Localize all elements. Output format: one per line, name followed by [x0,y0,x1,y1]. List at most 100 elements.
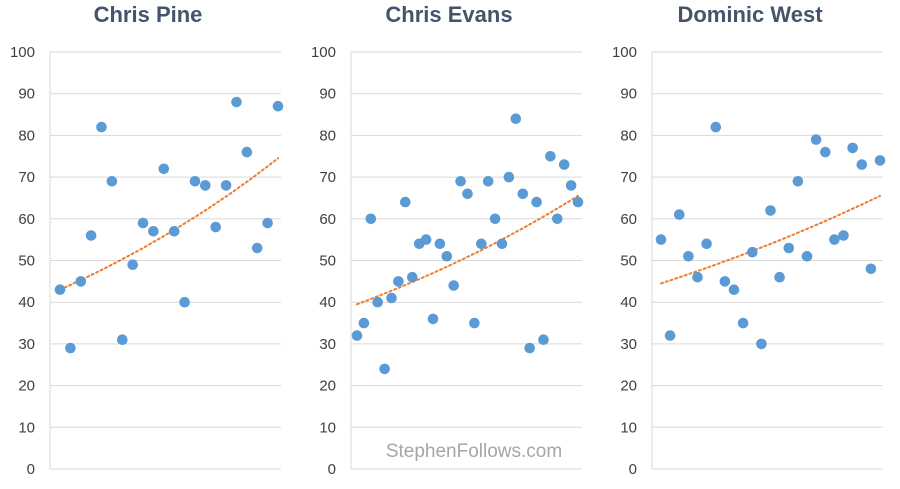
data-point [829,234,840,245]
y-tick-label: 20 [319,378,336,395]
data-point [179,296,190,308]
y-tick-label: 100 [311,44,336,61]
panel-chris-evans: Chris Evans 0 10 20 30 40 50 60 70 80 90 100 [311,2,584,478]
data-point [756,338,767,350]
y-tick-label: 40 [319,294,336,311]
y-tick-label: 90 [319,86,336,103]
trendline [59,157,279,291]
data-point [719,276,731,287]
data-point [379,363,390,375]
data-point [127,259,138,271]
y-tick-label: 100 [10,44,35,61]
data-point [455,176,466,187]
data-point [400,196,411,208]
data-point [683,250,694,262]
chart-title: Dominic West [677,2,823,27]
y-tick-label: 10 [620,419,637,436]
data-point [168,226,180,237]
y-tick-label: 0 [27,461,35,478]
data-point [489,213,501,225]
data-point [262,217,273,229]
data-point [856,159,868,170]
data-point [210,221,221,233]
data-point [54,284,66,296]
y-tick-label: 60 [319,211,336,228]
data-point [462,188,473,200]
y-tick-label: 10 [18,419,35,436]
data-point [747,246,758,258]
data-point [692,271,703,283]
y-tick-label: 70 [319,169,336,186]
y-tick-label: 90 [18,86,35,103]
data-point [838,230,849,241]
trendline [660,194,881,285]
data-point [251,242,263,254]
data-point [241,146,253,158]
data-point [572,196,584,208]
data-point [96,121,107,133]
panel-chris-pine: Chris Pine 0 10 20 30 40 50 60 70 80 90 100 [10,2,284,478]
data-point [737,317,749,329]
y-tick-label: 20 [620,378,637,395]
data-point [865,263,877,275]
data-point [664,330,676,341]
data-point [774,271,785,283]
data-point [538,334,549,346]
data-point [358,317,370,329]
data-point [847,142,858,154]
data-point [393,276,404,287]
y-tick-label: 30 [18,336,35,353]
data-point [158,163,170,175]
data-point [427,313,439,325]
data-point [765,205,776,216]
panel-dominic-west: Dominic West 0 10 20 30 40 50 60 70 80 90 100 [612,2,886,478]
data-point [552,213,563,225]
y-tick-label: 50 [319,253,336,270]
y-tick-label: 30 [319,336,336,353]
data-point [85,230,97,241]
y-tick-label: 80 [620,127,637,144]
y-tick-label: 70 [18,169,35,186]
data-point [365,213,377,225]
data-point [117,334,128,346]
data-point [137,217,149,229]
y-tick-label: 50 [620,253,637,270]
data-point [272,100,284,112]
y-tick-label: 20 [18,378,35,395]
data-point [728,284,740,296]
y-tick-label: 70 [620,169,637,186]
chart-title: Chris Evans [385,2,512,27]
y-tick-label: 30 [620,336,637,353]
y-tick-label: 60 [18,211,35,228]
data-point [558,159,570,170]
data-point [434,238,446,250]
data-point [531,196,542,208]
y-tick-label: 100 [612,44,637,61]
data-point [810,134,822,145]
watermark-text: StephenFollows.com [386,441,562,462]
data-point [476,238,487,250]
y-tick-label: 10 [319,419,336,436]
trendline [356,194,579,306]
data-point [482,176,494,187]
data-point [820,146,831,158]
y-tick-label: 60 [620,211,637,228]
data-point [701,238,712,250]
y-tick-label: 80 [18,127,35,144]
y-tick-label: 50 [18,253,35,270]
data-point [783,242,795,254]
data-point [674,209,685,220]
data-point [496,238,508,250]
data-point [469,317,480,329]
data-point [106,176,118,187]
y-tick-label: 90 [620,86,637,103]
data-point [200,180,211,191]
y-tick-label: 0 [629,461,637,478]
data-point [189,176,201,187]
data-point [524,342,535,354]
data-point [75,276,87,287]
chart-title: Chris Pine [94,2,203,27]
data-point [231,96,242,108]
data-point [441,250,453,262]
data-point [517,188,529,200]
